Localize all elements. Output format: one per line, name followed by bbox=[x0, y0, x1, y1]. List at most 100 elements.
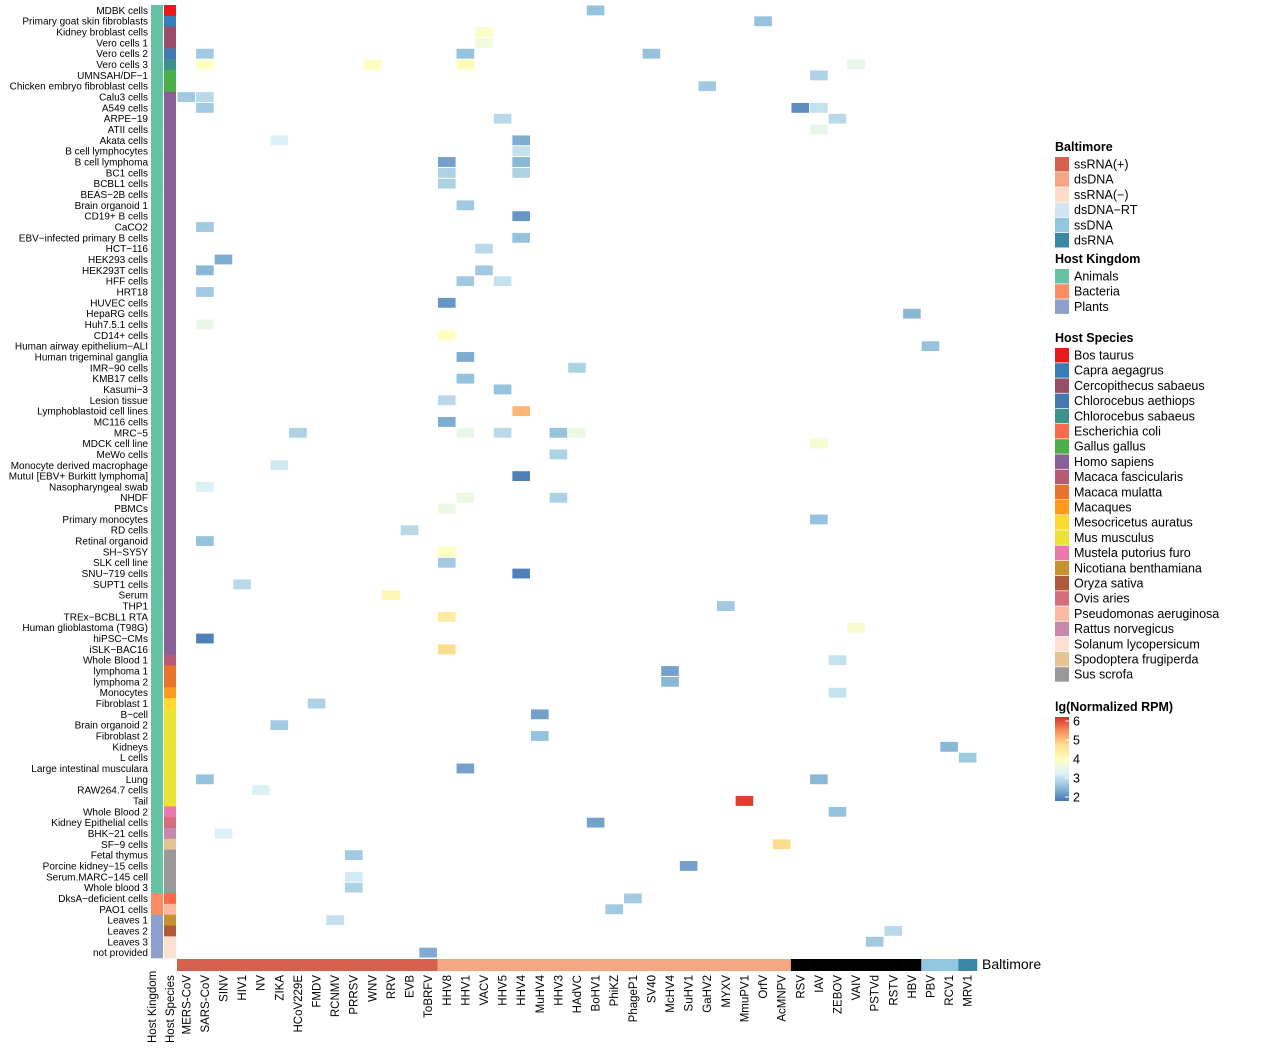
heatmap-cell bbox=[958, 752, 977, 763]
species-legend-label: Oryza sativa bbox=[1074, 577, 1144, 591]
row-label: TREx−BCBL1 RTA bbox=[64, 612, 149, 623]
row-label: NHDF bbox=[120, 493, 148, 504]
row-label: BEAS−2B cells bbox=[80, 190, 148, 201]
row-label: Fibroblast 1 bbox=[96, 699, 149, 710]
row-label: Huh7.5.1 cells bbox=[85, 320, 148, 331]
kingdom-annotation-cell bbox=[151, 329, 163, 342]
heatmap-cell bbox=[493, 384, 512, 395]
heatmap-cell bbox=[196, 92, 214, 102]
row-label: Monocytes bbox=[100, 688, 148, 699]
kingdom-annotation-cell bbox=[151, 470, 163, 482]
species-annotation-cell bbox=[164, 221, 176, 233]
species-legend-label: Sus scrofa bbox=[1074, 668, 1133, 682]
species-annotation-cell bbox=[164, 394, 176, 406]
column-label: SuHV1 bbox=[684, 975, 696, 1011]
heatmap-cell bbox=[661, 676, 679, 687]
species-annotation-cell bbox=[164, 643, 176, 656]
column-label: VAIV bbox=[851, 975, 863, 1001]
species-legend-swatch bbox=[1055, 424, 1069, 439]
heatmap-cell bbox=[289, 427, 307, 438]
species-annotation-cell bbox=[164, 481, 176, 493]
baltimore-annotation-cell bbox=[828, 959, 848, 971]
species-annotation-cell bbox=[164, 773, 176, 786]
kingdom-legend-label: Plants bbox=[1074, 300, 1109, 314]
species-annotation-cell bbox=[164, 600, 176, 612]
species-annotation-cell bbox=[164, 373, 176, 385]
species-legend-swatch bbox=[1055, 363, 1069, 378]
species-annotation-cell bbox=[164, 362, 176, 374]
species-annotation-cell bbox=[164, 308, 176, 320]
row-label: Vero cells 1 bbox=[96, 38, 148, 49]
baltimore-annotation-cell bbox=[958, 959, 978, 971]
column-label: HCoV229E bbox=[293, 975, 305, 1033]
row-label: CD14+ cells bbox=[94, 331, 148, 342]
baltimore-legend-label: dsRNA bbox=[1074, 234, 1114, 248]
species-annotation-cell bbox=[164, 871, 176, 883]
row-label: IMR−90 cells bbox=[90, 363, 148, 374]
kingdom-annotation-cell bbox=[151, 394, 163, 406]
species-legend-swatch bbox=[1055, 515, 1069, 530]
species-annotation-cell bbox=[164, 719, 176, 731]
species-annotation-cell bbox=[164, 882, 176, 894]
kingdom-annotation-cell bbox=[151, 26, 163, 38]
column-label: PRRSV bbox=[349, 975, 361, 1015]
kingdom-annotation-cell bbox=[151, 405, 163, 417]
species-annotation-cell bbox=[164, 275, 176, 287]
heatmap-cell bbox=[437, 611, 456, 622]
species-annotation-cell bbox=[164, 254, 176, 266]
species-annotation-cell bbox=[164, 5, 176, 17]
species-annotation-cell bbox=[164, 676, 176, 688]
species-annotation-cell bbox=[164, 925, 176, 937]
kingdom-annotation-cell bbox=[151, 676, 163, 688]
heatmap-cell bbox=[270, 460, 289, 471]
species-legend-label: Ovis aries bbox=[1074, 592, 1130, 606]
row-label: SLK cell line bbox=[93, 558, 148, 569]
row-label: Whole Blood 1 bbox=[83, 656, 148, 667]
heatmap-cell bbox=[475, 27, 493, 37]
kingdom-annotation-cell bbox=[151, 752, 163, 764]
row-label: DksA−deficient cells bbox=[58, 894, 148, 905]
baltimore-annotation-cell bbox=[753, 959, 773, 971]
species-annotation-cell bbox=[164, 763, 176, 775]
kingdom-annotation-cell bbox=[151, 362, 163, 374]
heatmap-cell bbox=[419, 947, 437, 958]
baltimore-legend-swatch bbox=[1055, 157, 1069, 172]
column-label: RCV1 bbox=[944, 975, 956, 1006]
heatmap-cell bbox=[512, 146, 530, 157]
rpm-colorbar-tick-label: 4 bbox=[1073, 753, 1080, 767]
column-label: MYXV bbox=[721, 975, 733, 1008]
rpm-colorbar-tick-label: 3 bbox=[1073, 772, 1080, 786]
species-annotation-cell bbox=[164, 936, 176, 948]
row-label: B cell lymphoma bbox=[75, 158, 149, 169]
kingdom-annotation-cell bbox=[151, 806, 163, 818]
heatmap-cell bbox=[530, 709, 549, 720]
legends: Baltimore ssRNA(+)dsDNAssRNA(−)dsDNA−RTss… bbox=[1055, 140, 1219, 805]
species-annotation-cell bbox=[164, 80, 176, 92]
row-label: Leaves 3 bbox=[107, 937, 148, 948]
host-kingdom-annotation bbox=[151, 5, 163, 959]
row-label: SNU−719 cells bbox=[82, 569, 148, 580]
kingdom-annotation-cell bbox=[151, 178, 163, 190]
kingdom-annotation-cell bbox=[151, 513, 163, 526]
species-annotation-cell bbox=[164, 384, 176, 396]
kingdom-annotation-cell bbox=[151, 795, 163, 807]
column-label: SINV bbox=[219, 975, 231, 1002]
species-legend-swatch bbox=[1055, 484, 1069, 500]
kingdom-annotation-cell bbox=[151, 264, 163, 277]
rpm-colorbar bbox=[1055, 717, 1069, 801]
heatmap-cell bbox=[437, 330, 456, 341]
row-label: SUPT1 cells bbox=[93, 580, 148, 591]
kingdom-annotation-cell bbox=[151, 860, 163, 872]
baltimore-legend-title: Baltimore bbox=[1055, 140, 1113, 154]
baltimore-annotation-cell bbox=[232, 959, 252, 971]
species-annotation-cell bbox=[164, 340, 176, 352]
baltimore-annotation-cell bbox=[586, 959, 606, 971]
baltimore-annotation-cell bbox=[418, 959, 438, 971]
heatmap-cell bbox=[493, 113, 512, 124]
rpm-colorbar-tick-label: 6 bbox=[1073, 715, 1080, 729]
heatmap-cell bbox=[568, 427, 586, 438]
kingdom-annotation-cell bbox=[151, 687, 163, 699]
baltimore-legend-label: ssRNA(+) bbox=[1074, 158, 1129, 172]
kingdom-legend-label: Bacteria bbox=[1074, 285, 1120, 299]
kingdom-legend-swatch bbox=[1055, 269, 1069, 284]
